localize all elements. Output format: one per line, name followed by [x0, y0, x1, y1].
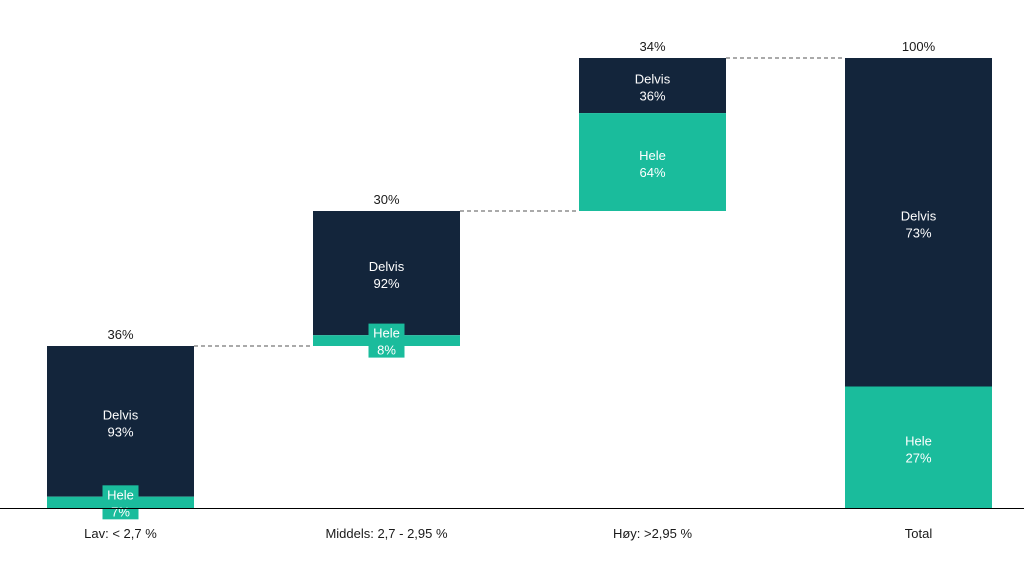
bar-segment-hele — [579, 113, 726, 211]
bar-total-label: 34% — [639, 39, 665, 54]
segment-label-hele-box — [102, 485, 139, 520]
segment-label-delvis-name: Delvis — [369, 259, 405, 274]
x-tick-label: Middels: 2,7 - 2,95 % — [325, 526, 448, 541]
segment-label-delvis-value: 36% — [639, 89, 665, 104]
x-tick-label: Total — [905, 526, 933, 541]
segment-label-hele-name: Hele — [107, 487, 134, 502]
bar-total-label: 30% — [373, 192, 399, 207]
segment-label-hele-name: Hele — [373, 326, 400, 341]
segment-label-delvis-value: 93% — [107, 424, 133, 439]
segment-label-delvis-name: Delvis — [103, 407, 139, 422]
segment-label-hele-name: Hele — [905, 433, 932, 448]
segment-label-hele-name: Hele — [639, 148, 666, 163]
bar-segment-delvis — [845, 58, 992, 387]
bar-total-label: 36% — [107, 327, 133, 342]
bar-total-label: 100% — [902, 39, 936, 54]
segment-label-delvis-value: 73% — [905, 225, 931, 240]
segment-label-delvis-value: 92% — [373, 276, 399, 291]
segment-label-hele-value: 64% — [639, 165, 665, 180]
bar-segment-delvis — [313, 211, 460, 336]
bar-segment-delvis — [47, 346, 194, 497]
segment-label-delvis-name: Delvis — [635, 72, 671, 87]
segment-label-hele-value: 27% — [905, 450, 931, 465]
x-tick-label: Høy: >2,95 % — [613, 526, 693, 541]
segment-label-hele-box — [368, 323, 405, 358]
bar-segment-delvis — [579, 58, 726, 114]
bar-segment-hele — [845, 386, 992, 508]
x-tick-label: Lav: < 2,7 % — [84, 526, 157, 541]
segment-label-hele-value: 7% — [111, 504, 130, 519]
segment-label-delvis-name: Delvis — [901, 208, 937, 223]
segment-label-hele-value: 8% — [377, 343, 396, 358]
